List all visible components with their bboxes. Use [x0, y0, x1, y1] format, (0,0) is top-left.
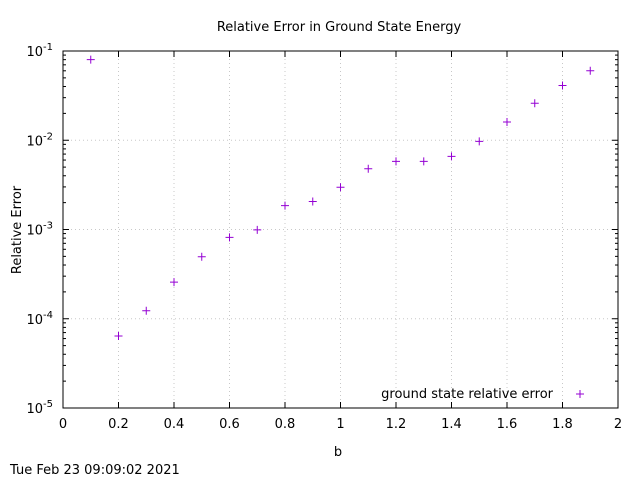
data-point — [419, 157, 428, 166]
data-point — [281, 201, 289, 210]
data-point — [336, 183, 345, 192]
x-tick-label: 0 — [59, 417, 67, 432]
data-point — [503, 118, 511, 127]
data-point — [86, 55, 95, 64]
y-tick-label: 10-3 — [26, 221, 53, 239]
data-point — [364, 164, 373, 173]
x-tick-label: 0.4 — [164, 417, 185, 432]
data-point — [170, 278, 178, 287]
x-tick-label: 1.8 — [552, 417, 573, 432]
x-tick-label: 1.6 — [497, 417, 518, 432]
y-tick-labels: 10-5 10-4 10-3 10-2 10-1 — [26, 42, 53, 417]
y-tick-label: 10-2 — [26, 131, 53, 149]
y-axis-label: Relative Error — [10, 185, 25, 274]
x-tick-labels: 0 0.2 0.4 0.6 0.8 1 1.2 1.4 1.6 1.8 2 — [59, 417, 622, 432]
data-point — [392, 157, 400, 166]
y-tick-label: 10-1 — [26, 42, 53, 60]
grid-lines — [63, 51, 618, 408]
data-point — [225, 233, 234, 242]
data-point — [558, 81, 567, 90]
data-point — [253, 225, 262, 234]
data-point — [114, 332, 123, 341]
data-points — [86, 55, 595, 341]
data-point — [475, 137, 484, 146]
legend-marker — [576, 390, 584, 398]
data-point — [142, 306, 151, 315]
timestamp: Tue Feb 23 09:09:02 2021 — [10, 463, 180, 478]
x-tick-label: 0.2 — [108, 417, 129, 432]
axis-ticks — [62, 50, 619, 409]
x-tick-label: 1.2 — [386, 417, 407, 432]
legend-entry-label: ground state relative error — [381, 387, 553, 402]
data-point — [308, 197, 317, 206]
chart-title: Relative Error in Ground State Energy — [217, 20, 462, 35]
data-point — [530, 99, 539, 108]
x-tick-label: 1 — [336, 417, 344, 432]
data-point — [197, 252, 206, 261]
x-axis-label: b — [334, 445, 342, 460]
data-point — [586, 66, 595, 75]
y-tick-label: 10-4 — [26, 310, 53, 328]
x-tick-label: 0.6 — [219, 417, 240, 432]
data-point — [447, 152, 456, 161]
x-tick-label: 2 — [614, 417, 622, 432]
legend: ground state relative error — [381, 387, 584, 402]
y-tick-label: 10-5 — [26, 399, 53, 417]
x-tick-label: 0.8 — [275, 417, 296, 432]
x-tick-label: 1.4 — [441, 417, 462, 432]
